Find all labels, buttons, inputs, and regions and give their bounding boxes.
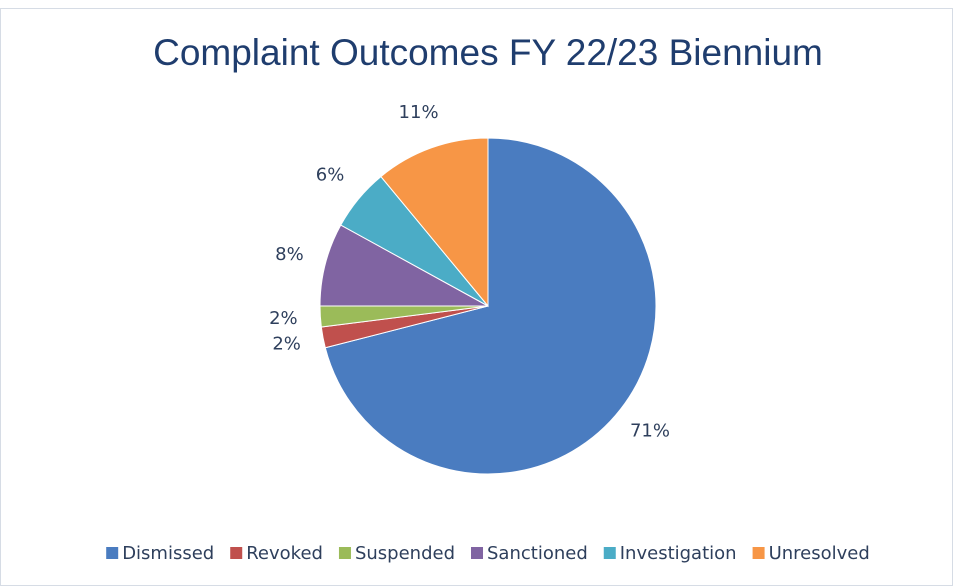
- legend-swatch: [230, 547, 243, 559]
- legend-swatch: [603, 547, 616, 559]
- chart-title: Complaint Outcomes FY 22/23 Biennium: [153, 32, 823, 73]
- legend-label: Investigation: [620, 543, 737, 564]
- legend-swatch: [106, 547, 119, 559]
- pie-slice: [324, 137, 657, 475]
- legend-label: Sanctioned: [487, 543, 588, 564]
- legend-swatch: [752, 547, 765, 559]
- legend-label: Revoked: [246, 543, 323, 564]
- legend-swatch: [338, 547, 351, 559]
- data-label: 71%: [630, 421, 670, 442]
- data-label: 8%: [275, 244, 304, 265]
- data-label: 2%: [269, 308, 298, 329]
- legend-label: Dismissed: [122, 543, 214, 564]
- data-label: 2%: [272, 333, 301, 354]
- pie-slice: [380, 137, 489, 308]
- legend-label: Suspended: [355, 543, 455, 564]
- legend-swatch: [471, 547, 484, 559]
- data-label: 6%: [316, 164, 345, 185]
- legend-label: Unresolved: [769, 543, 870, 564]
- data-label: 11%: [399, 102, 439, 123]
